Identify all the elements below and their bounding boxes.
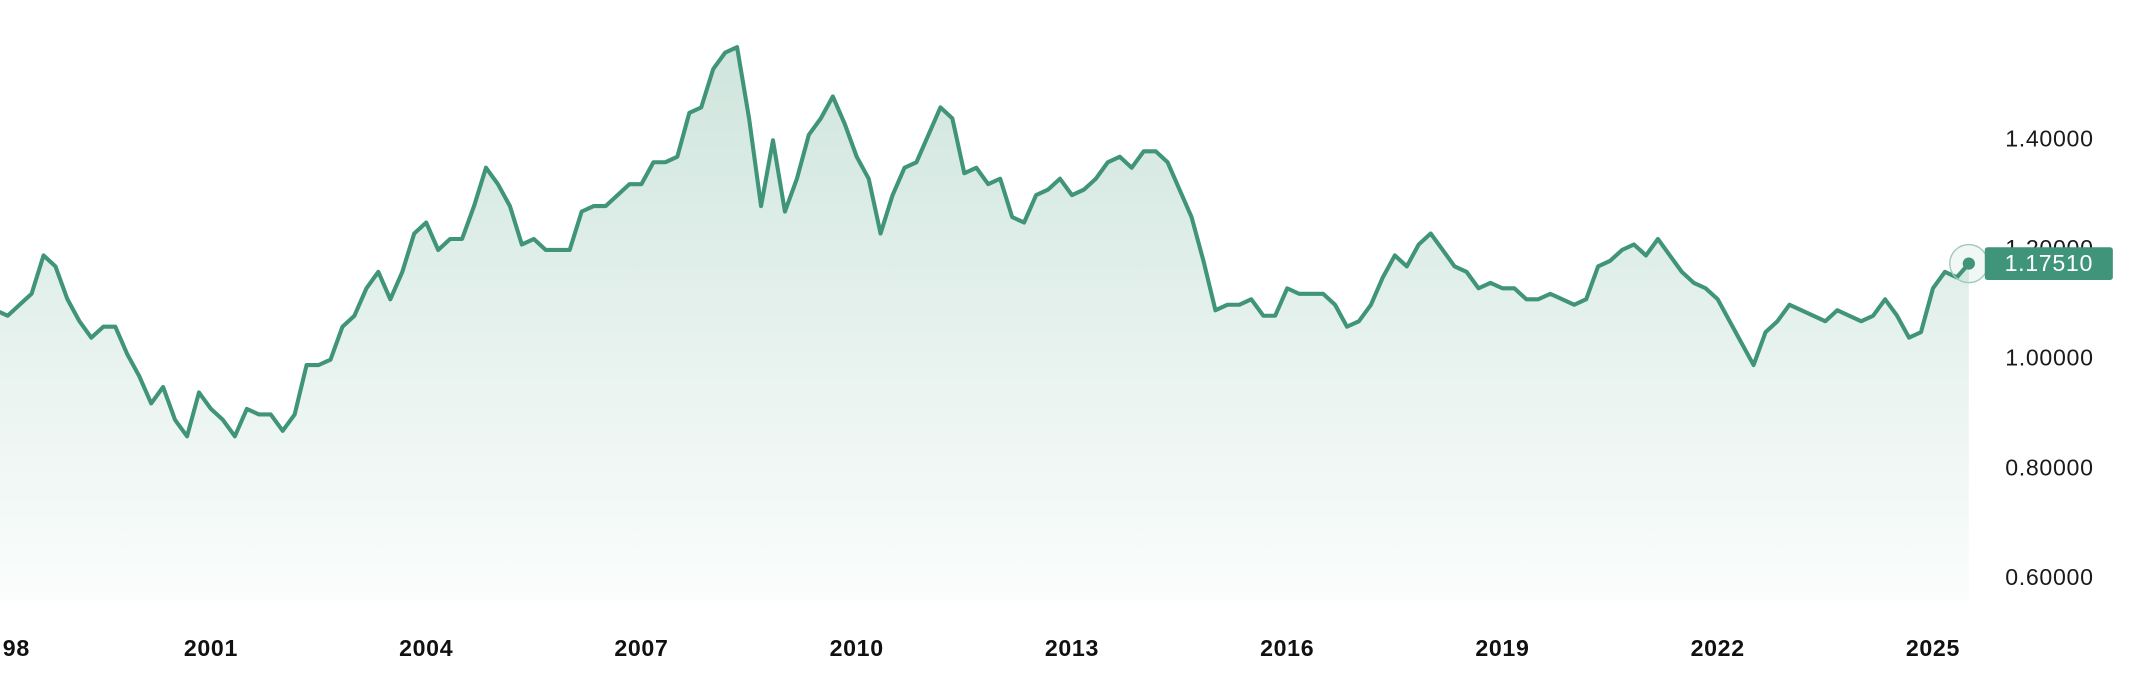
x-tick-label: 2007 — [614, 635, 668, 661]
y-tick-label: 0.80000 — [2005, 454, 2093, 480]
x-tick-label: 2001 — [184, 635, 238, 661]
y-tick-label: 0.60000 — [2005, 564, 2093, 590]
x-tick-label: 2016 — [1260, 635, 1314, 661]
value-badge-label: 1.17510 — [2005, 250, 2093, 276]
x-tick-label: 2010 — [830, 635, 884, 661]
x-tick-label: 2022 — [1691, 635, 1745, 661]
x-tick-label: 2025 — [1906, 635, 1960, 661]
x-tick-label: 2019 — [1475, 635, 1529, 661]
y-tick-label: 1.40000 — [2005, 125, 2093, 151]
line — [0, 45, 1971, 439]
area-fill — [0, 47, 1969, 601]
value-badge — [1984, 247, 2113, 280]
marker-dot — [1962, 257, 1975, 270]
y-tick-label: 1.00000 — [2005, 345, 2093, 371]
x-tick-label: 2004 — [399, 635, 453, 661]
x-tick-label: 2013 — [1045, 635, 1099, 661]
x-tick-label: 98 — [3, 635, 30, 661]
